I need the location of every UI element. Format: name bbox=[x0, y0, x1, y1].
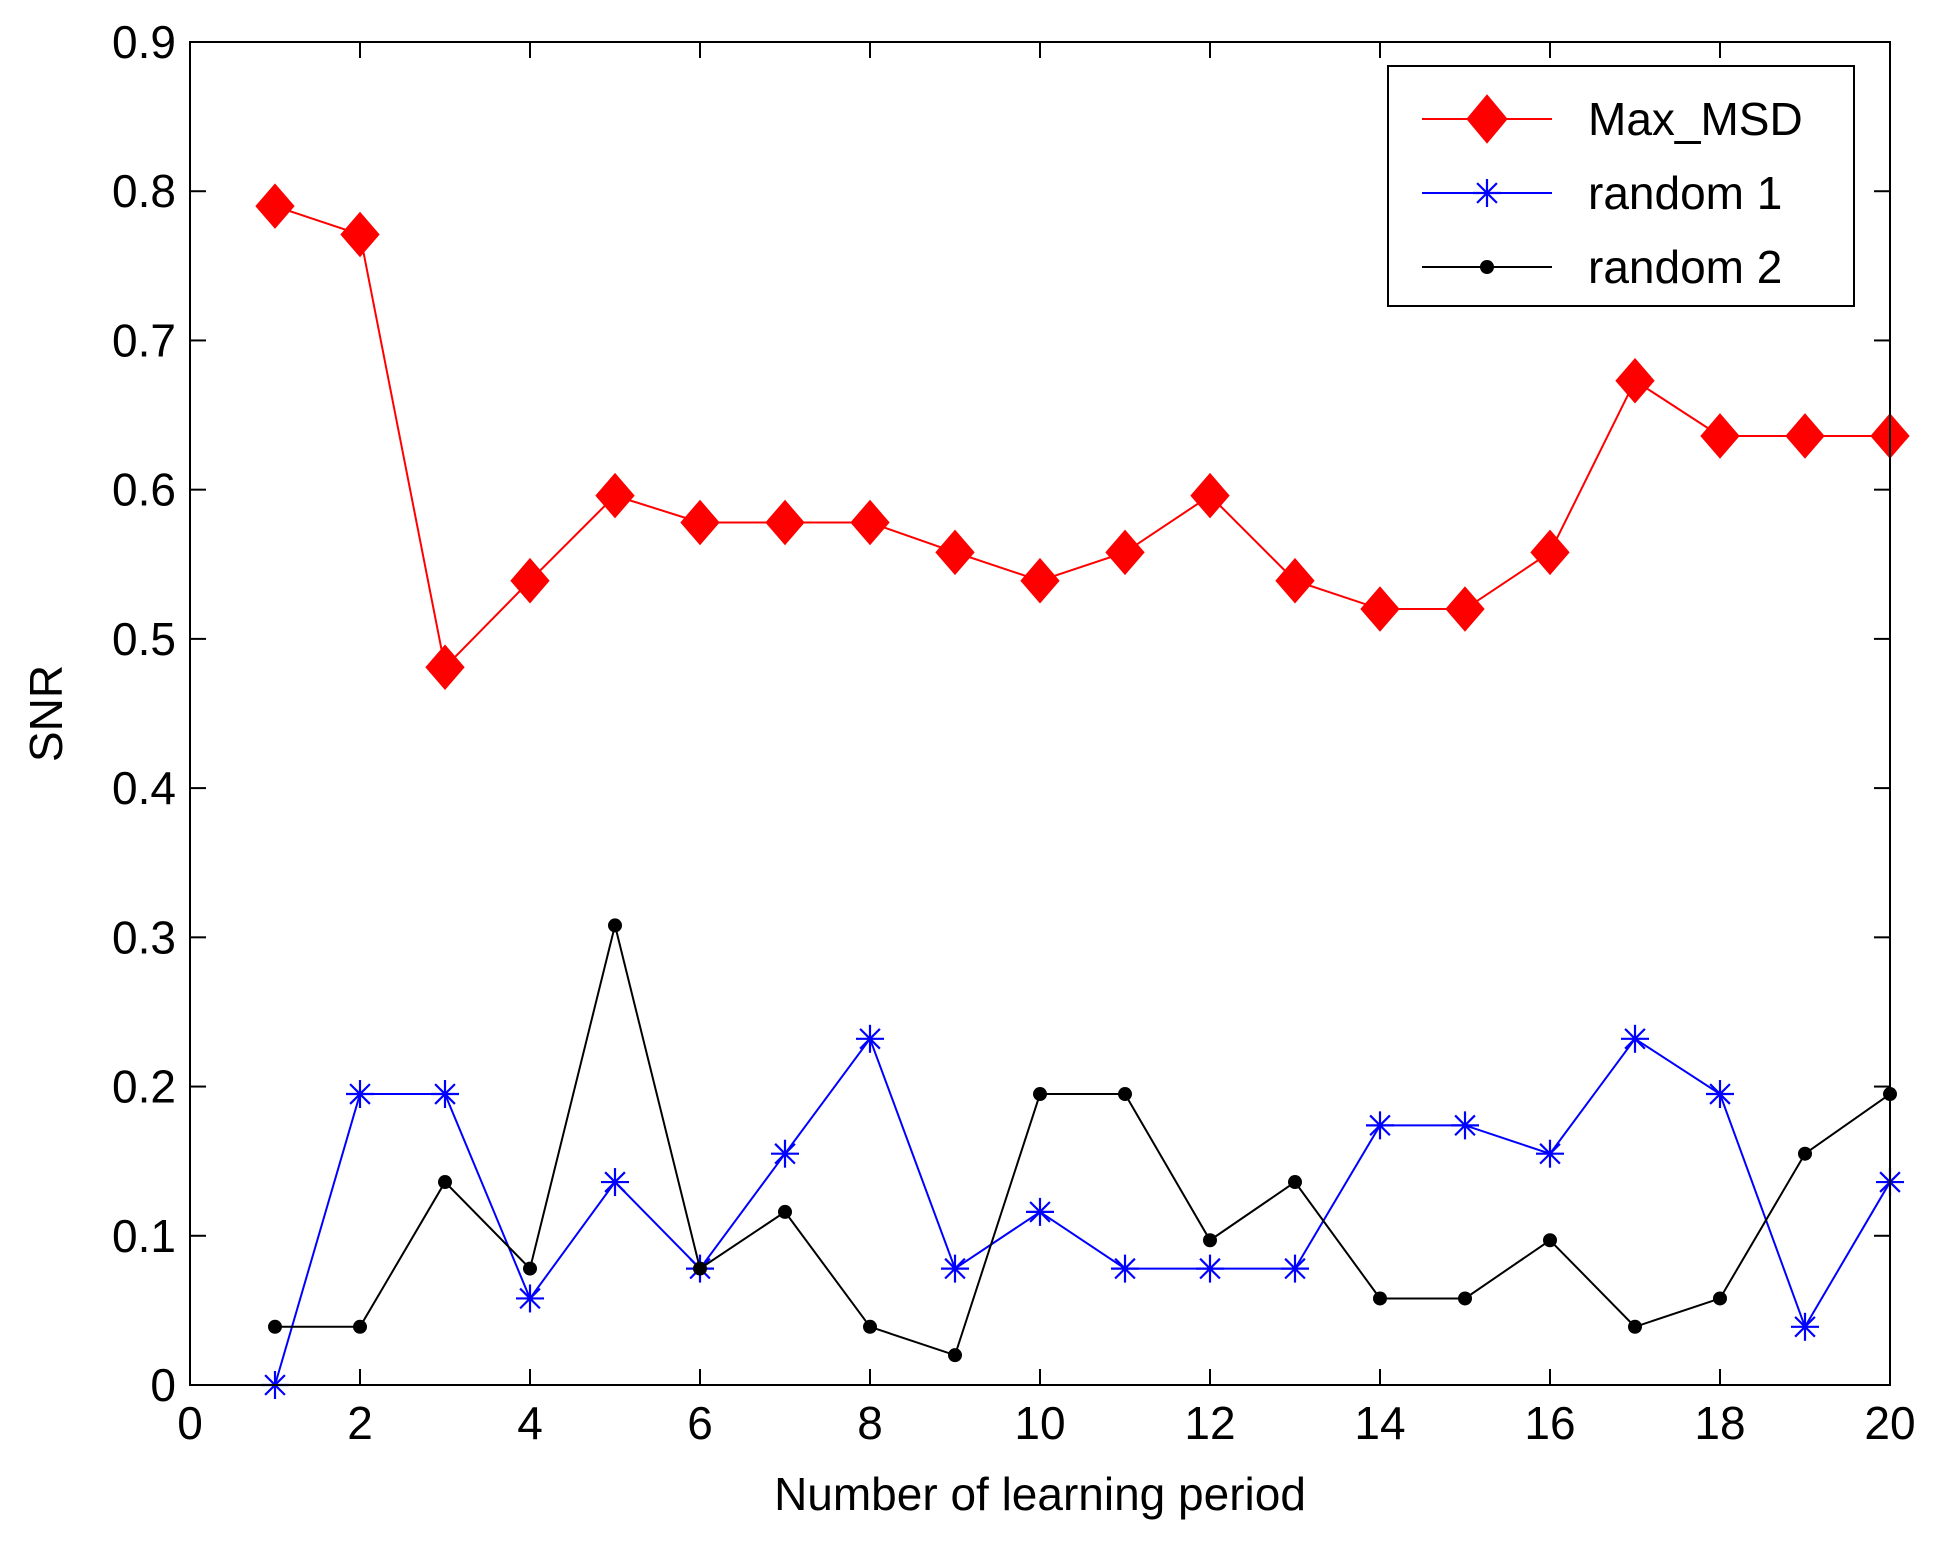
x-tick-label: 6 bbox=[687, 1397, 713, 1449]
legend-label: Max_MSD bbox=[1588, 93, 1803, 145]
data-point-max-msd bbox=[1360, 586, 1400, 632]
data-point-max-msd bbox=[595, 472, 635, 519]
x-tick-label: 4 bbox=[517, 1397, 543, 1449]
legend-entry-random-2: random 2 bbox=[1422, 241, 1782, 293]
data-point-random-1 bbox=[941, 1254, 969, 1283]
data-point-max-msd bbox=[765, 499, 805, 546]
x-tick-label: 0 bbox=[177, 1397, 203, 1449]
y-tick-label: 0.3 bbox=[112, 911, 176, 963]
data-point-random-1 bbox=[1281, 1254, 1309, 1283]
x-tick-label: 8 bbox=[857, 1397, 883, 1449]
data-point-random-2 bbox=[1373, 1291, 1387, 1306]
x-axis-label: Number of learning period bbox=[774, 1468, 1306, 1520]
data-point-random-1 bbox=[1536, 1139, 1564, 1168]
data-point-random-2 bbox=[948, 1348, 962, 1363]
series-random-2 bbox=[268, 918, 1897, 1363]
data-point-max-msd bbox=[1020, 557, 1060, 604]
data-point-random-1 bbox=[771, 1139, 799, 1168]
x-tick-label: 10 bbox=[1014, 1397, 1065, 1449]
data-point-max-msd bbox=[1105, 529, 1145, 576]
data-point-random-1 bbox=[1621, 1024, 1649, 1053]
axes: 0 2 4 6 8 10 12 14 16 18 20 0 0.1 0.2 0.3 0.4 0.5 0.6 0.7 0… bbox=[20, 16, 1916, 1520]
data-point-random-2 bbox=[863, 1319, 877, 1334]
series-line-random-2 bbox=[275, 925, 1891, 1357]
data-point-max-msd bbox=[1445, 586, 1485, 632]
legend-entry-random-1: random 1 bbox=[1422, 167, 1782, 219]
legend-marker bbox=[1473, 179, 1501, 207]
series-max-msd bbox=[255, 183, 1910, 691]
series-line-max-msd bbox=[274, 205, 1890, 670]
data-point-random-1 bbox=[601, 1168, 629, 1197]
data-point-max-msd bbox=[850, 499, 890, 546]
data-point-random-1 bbox=[1366, 1111, 1394, 1140]
data-point-random-2 bbox=[1713, 1291, 1727, 1306]
data-point-max-msd bbox=[935, 529, 975, 576]
data-point-random-1 bbox=[1111, 1254, 1139, 1283]
data-point-random-2 bbox=[353, 1319, 367, 1334]
legend-marker bbox=[1466, 94, 1508, 144]
data-point-max-msd bbox=[1785, 413, 1825, 459]
data-point-random-2 bbox=[608, 918, 622, 933]
x-tick-label: 20 bbox=[1864, 1397, 1915, 1449]
legend-marker bbox=[1480, 260, 1494, 274]
x-tick-label: 18 bbox=[1694, 1397, 1745, 1449]
data-point-random-1 bbox=[1791, 1312, 1819, 1341]
y-axis-label: SNR bbox=[20, 665, 72, 762]
data-point-max-msd bbox=[1700, 413, 1740, 459]
data-point-random-2 bbox=[1798, 1146, 1812, 1161]
y-tick-label: 0.5 bbox=[112, 613, 176, 665]
data-point-max-msd bbox=[1190, 472, 1230, 519]
data-point-random-1 bbox=[1706, 1080, 1734, 1109]
data-point-random-2 bbox=[778, 1204, 792, 1219]
data-point-random-1 bbox=[1026, 1197, 1054, 1226]
data-point-max-msd bbox=[340, 211, 380, 258]
y-tick-label: 0.2 bbox=[112, 1061, 176, 1113]
y-tick-label: 0.6 bbox=[112, 464, 176, 516]
data-point-random-2 bbox=[1543, 1233, 1557, 1248]
data-point-random-1 bbox=[516, 1284, 544, 1313]
data-point-random-2 bbox=[1203, 1233, 1217, 1248]
data-point-random-1 bbox=[431, 1080, 459, 1109]
data-point-random-1 bbox=[346, 1080, 374, 1109]
data-point-random-2 bbox=[523, 1261, 537, 1276]
x-tick-label: 16 bbox=[1524, 1397, 1575, 1449]
legend-label: random 1 bbox=[1588, 167, 1782, 219]
data-point-random-2 bbox=[1628, 1319, 1642, 1334]
data-point-random-1 bbox=[1196, 1254, 1224, 1283]
data-point-random-2 bbox=[1118, 1087, 1132, 1102]
data-point-random-2 bbox=[1288, 1175, 1302, 1190]
x-tick-label: 14 bbox=[1354, 1397, 1405, 1449]
y-tick-label: 0.9 bbox=[112, 16, 176, 68]
y-tick-label: 0.7 bbox=[112, 314, 176, 366]
data-point-max-msd bbox=[1615, 357, 1655, 404]
y-tick-label: 0 bbox=[150, 1359, 176, 1411]
data-point-max-msd bbox=[510, 557, 550, 604]
series-line-random-1 bbox=[274, 1036, 1891, 1386]
x-tick-label: 12 bbox=[1184, 1397, 1235, 1449]
data-point-max-msd bbox=[255, 183, 295, 229]
y-tick-label: 0.4 bbox=[112, 762, 176, 814]
data-point-random-2 bbox=[268, 1319, 282, 1334]
data-point-max-msd bbox=[680, 499, 720, 546]
data-point-random-2 bbox=[693, 1261, 707, 1276]
data-point-random-2 bbox=[438, 1175, 452, 1190]
legend-label: random 2 bbox=[1588, 241, 1782, 293]
legend-entry-max-msd: Max_MSD bbox=[1422, 93, 1803, 145]
data-point-random-2 bbox=[1033, 1087, 1047, 1102]
data-point-max-msd bbox=[1530, 529, 1570, 576]
data-point-random-2 bbox=[1458, 1291, 1472, 1306]
data-point-random-1 bbox=[1451, 1111, 1479, 1140]
data-point-max-msd bbox=[425, 644, 465, 691]
y-tick-label: 0.1 bbox=[112, 1210, 176, 1262]
y-tick-label: 0.8 bbox=[112, 165, 176, 217]
data-point-random-1 bbox=[856, 1024, 884, 1053]
x-tick-label: 2 bbox=[347, 1397, 373, 1449]
data-point-max-msd bbox=[1275, 557, 1315, 604]
